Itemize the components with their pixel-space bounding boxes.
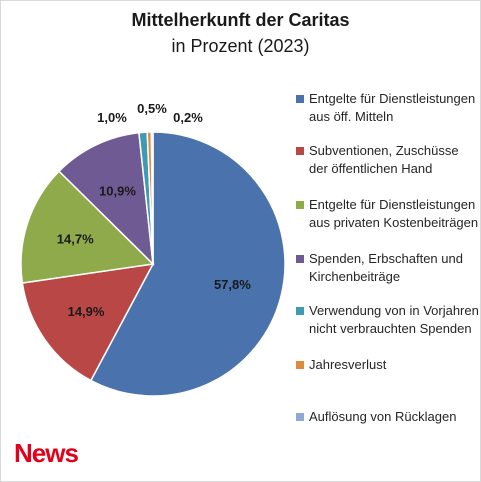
legend-label: Jahresverlust (309, 357, 387, 372)
legend-swatch (296, 255, 304, 263)
slice-label-3: 14,7% (57, 231, 94, 246)
legend-swatch (296, 361, 304, 369)
slice-label-7: 0,2% (173, 110, 203, 125)
legend-swatch (296, 201, 304, 209)
legend-swatch (296, 95, 304, 103)
slice-label-1: 57,8% (214, 277, 251, 292)
legend-label: Entgelte für Dienstleistungen aus privat… (309, 197, 479, 230)
chart-subtitle: in Prozent (2023) (171, 36, 310, 56)
slice-label-4: 10,9% (99, 183, 136, 198)
pie-slice-3 (20, 170, 155, 284)
pie-slice-1 (89, 131, 286, 397)
chart-title: Mittelherkunft der Caritas (131, 10, 350, 30)
legend-label: Verwendung von in Vorjahren nicht verbra… (309, 303, 479, 336)
slice-label-2: 14,9% (68, 304, 105, 319)
legend-swatch (296, 147, 304, 155)
news-logo: News (14, 438, 79, 468)
pie-slice-4 (58, 131, 154, 267)
legend-label: Entgelte für Dienstleistungen aus öff. M… (309, 91, 476, 124)
legend-label: Spenden, Erbschaften und Kirchenbeiträge (309, 251, 463, 284)
legend-label: Subventionen, Zuschüsse der öffentlichen… (309, 143, 459, 176)
pie-slice-2 (21, 263, 155, 382)
pie-slice-7 (150, 131, 154, 265)
slice-label-5: 1,0% (97, 110, 127, 125)
slice-label-6: 0,5% (137, 101, 167, 116)
legend-swatch (296, 413, 304, 421)
legend-label: Auflösung von Rücklagen (309, 409, 457, 424)
legend-swatch (296, 307, 304, 315)
